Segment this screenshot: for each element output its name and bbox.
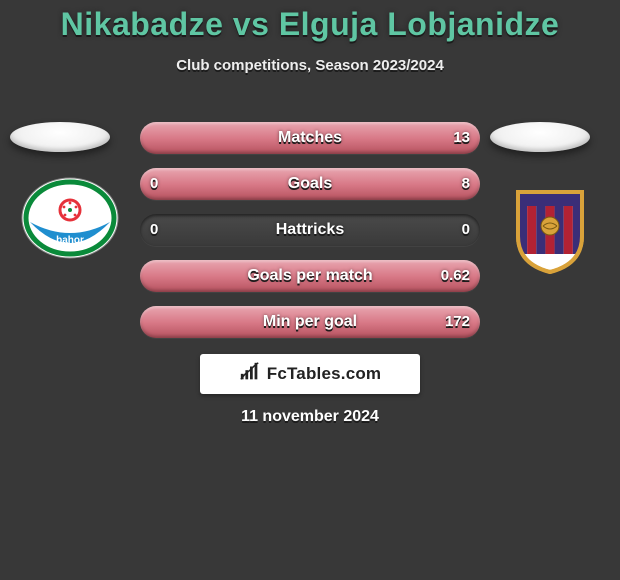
stat-row: 0.62Goals per match <box>140 260 480 292</box>
chart-icon <box>239 361 261 388</box>
branding-badge: FcTables.com <box>200 354 420 394</box>
stat-fill-right <box>140 306 480 338</box>
stat-row: 0 0Hattricks <box>140 214 480 246</box>
svg-text:Nav: Nav <box>61 224 80 235</box>
stat-value-right: 0 <box>462 214 470 246</box>
svg-text:bahor: bahor <box>56 235 84 246</box>
stat-value-right: 13 <box>453 122 470 154</box>
stat-label: Hattricks <box>140 214 480 246</box>
stat-fill-right <box>140 168 480 200</box>
date-label: 11 november 2024 <box>0 408 620 426</box>
stat-value-left: 0 <box>150 168 158 200</box>
player-right-portrait <box>490 122 590 152</box>
club-crest-right <box>500 178 600 278</box>
stat-value-left: 0 <box>150 214 158 246</box>
page-subtitle: Club competitions, Season 2023/2024 <box>0 57 620 74</box>
stat-value-right: 172 <box>445 306 470 338</box>
stat-value-right: 0.62 <box>441 260 470 292</box>
stat-fill-right <box>140 260 480 292</box>
stat-row: 13Matches <box>140 122 480 154</box>
club-crest-left: Navbahor <box>20 172 120 272</box>
page-title: Nikabadze vs Elguja Lobjanidze <box>0 0 620 43</box>
stat-value-right: 8 <box>462 168 470 200</box>
player-left-portrait <box>10 122 110 152</box>
branding-label: FcTables.com <box>267 364 382 384</box>
stat-row: 172Min per goal <box>140 306 480 338</box>
stat-fill-right <box>140 122 480 154</box>
stats-panel: 13Matches08Goals00Hattricks0.62Goals per… <box>140 122 480 352</box>
stat-row: 08Goals <box>140 168 480 200</box>
